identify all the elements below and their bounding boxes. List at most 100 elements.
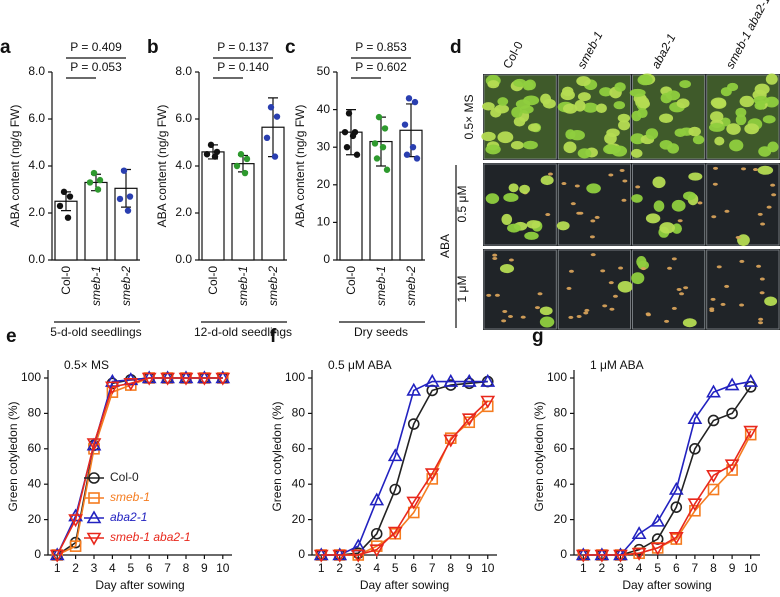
x-tick-label: 4 [109, 561, 116, 575]
annotation: P = 0.409 [70, 40, 122, 54]
seedling [758, 146, 772, 157]
chart-title: 0.5 μM ABA [328, 358, 392, 372]
y-tick-label: 80 [28, 406, 42, 420]
point [687, 498, 703, 512]
point [443, 434, 459, 448]
seedling [492, 253, 498, 257]
x-tick-label: 4 [373, 561, 380, 575]
y-tick-label: 2.0 [175, 205, 192, 219]
data-point [411, 98, 419, 106]
point [480, 395, 496, 409]
x-axis-label: 12-d-old seedlings [194, 325, 292, 339]
photo-row-label: 0.5× MS [462, 94, 476, 139]
seedling [576, 76, 591, 87]
seedling [739, 303, 745, 307]
seedling [556, 221, 570, 231]
seedling [508, 183, 519, 193]
point [389, 483, 402, 496]
seedling [618, 266, 624, 270]
y-tick-label: 80 [292, 406, 306, 420]
y-tick-label: 10 [317, 215, 331, 229]
seedling [526, 220, 541, 229]
seedling [612, 294, 618, 298]
seedling [637, 99, 650, 109]
seedling [739, 259, 745, 263]
y-tick-label: 100 [21, 370, 41, 384]
data-point [64, 214, 72, 221]
seedling [630, 133, 645, 145]
seedling [697, 201, 703, 205]
point [689, 442, 701, 455]
point [743, 373, 759, 387]
y-tick-label: 20 [292, 512, 306, 526]
x-tick-label: 1 [318, 561, 325, 575]
x-tick-label: smeb-2 [119, 266, 133, 306]
seedling [664, 319, 670, 323]
point [86, 532, 102, 546]
panel-letter: a [0, 37, 11, 58]
seedling [507, 315, 513, 319]
seedling [754, 101, 766, 110]
panel-letter: e [6, 326, 17, 347]
seedling [729, 139, 744, 152]
x-tick-label: 6 [146, 561, 153, 575]
seedling [712, 182, 718, 186]
seedling [570, 202, 576, 206]
seedling [759, 277, 765, 281]
point [668, 481, 684, 495]
seedling [589, 235, 595, 239]
data-point [60, 188, 68, 196]
seedling [522, 140, 538, 150]
seedling [606, 128, 620, 138]
seedling [671, 257, 677, 261]
seedling [659, 222, 676, 234]
x-tick-label: 1 [54, 561, 61, 575]
legend-label: aba2-1 [110, 510, 147, 524]
seedling [683, 286, 689, 290]
bar [84, 181, 108, 261]
x-tick-label: 7 [164, 561, 171, 575]
seedling [762, 115, 776, 124]
y-tick-label: 0.0 [175, 252, 192, 266]
point [68, 514, 83, 528]
y-tick-label: 20 [554, 512, 568, 526]
photo-plate [706, 163, 780, 246]
point [69, 540, 82, 552]
point [631, 526, 647, 540]
x-tick-label: Col-0 [344, 266, 358, 295]
axis [573, 370, 760, 556]
data-point [345, 110, 353, 117]
data-point [371, 140, 379, 147]
data-point [86, 179, 94, 186]
seedling [540, 175, 554, 186]
y-tick-label: 50 [317, 64, 331, 78]
y-tick-label: 30 [317, 139, 331, 153]
chart-title: 0.5× MS [64, 358, 109, 372]
photo-panel: d Col-0 smeb-1 aba2-1 smeb-1 aba2-1 0.5× MS 0… [438, 0, 780, 333]
seedling [508, 258, 514, 262]
seedling [752, 168, 758, 172]
point [406, 382, 422, 396]
data-point [379, 144, 387, 151]
seedling [527, 123, 541, 132]
seedling [594, 215, 600, 219]
point [370, 527, 383, 540]
point [141, 372, 157, 386]
legend-label: smeb-1 [110, 490, 150, 504]
y-tick-label: 100 [285, 370, 305, 384]
y-tick-label: 60 [554, 441, 568, 455]
seedling [481, 131, 496, 142]
series-line [56, 377, 223, 556]
seedling [565, 129, 576, 140]
seedling [560, 89, 575, 101]
y-tick-label: 0 [323, 252, 330, 266]
point [706, 384, 721, 398]
data-point [211, 153, 219, 160]
seedling [497, 131, 514, 144]
seedling [539, 316, 555, 328]
series-line [321, 400, 489, 556]
data-point [90, 169, 98, 177]
seedling [540, 93, 552, 105]
seedling [502, 309, 508, 313]
seedling [582, 102, 599, 113]
